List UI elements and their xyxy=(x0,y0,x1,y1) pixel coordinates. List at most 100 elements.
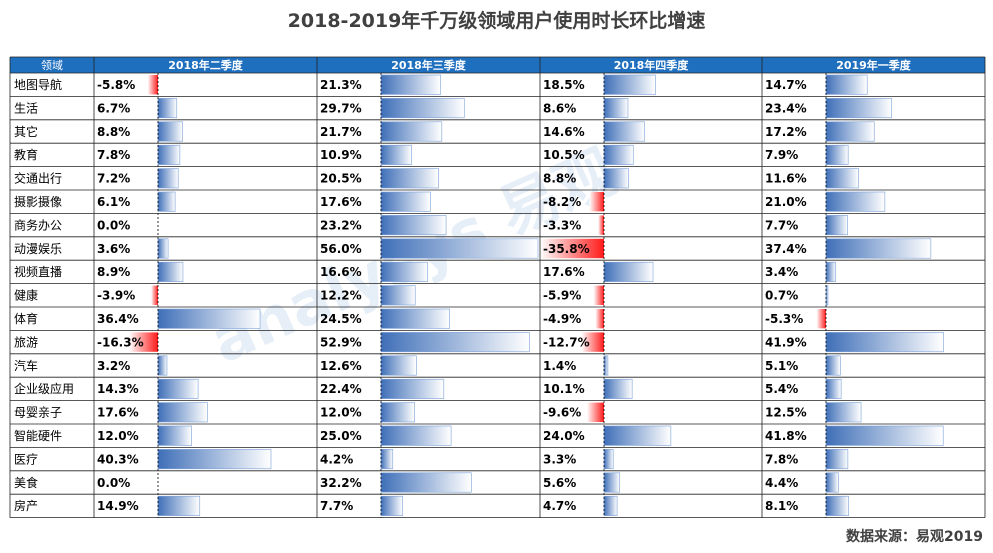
bar-positive xyxy=(157,495,201,516)
bar-negative xyxy=(151,285,158,305)
value-label: -5.8% xyxy=(97,78,135,92)
bar-positive xyxy=(825,191,886,212)
value-label: 17.6% xyxy=(320,195,362,209)
value-label: 14.9% xyxy=(97,499,139,513)
value-label: 41.8% xyxy=(765,429,807,443)
bar-positive xyxy=(825,495,850,516)
bar-positive xyxy=(380,261,428,282)
value-label: 10.5% xyxy=(543,148,585,162)
row-label: 体育 xyxy=(14,311,38,326)
bar-positive xyxy=(157,238,169,259)
bar-positive xyxy=(380,121,443,142)
value-label: -35.8% xyxy=(543,242,590,256)
row-label: 医疗 xyxy=(14,452,38,466)
value-label: 12.6% xyxy=(320,359,362,373)
source-note: 数据来源：易观2019 xyxy=(846,529,983,545)
bar-positive xyxy=(603,261,654,282)
bar-negative xyxy=(540,238,604,259)
row-label: 健康 xyxy=(14,288,38,303)
value-label: 23.2% xyxy=(320,218,362,232)
bar-positive xyxy=(380,285,416,306)
value-label: 37.4% xyxy=(765,242,807,256)
row-label: 母婴亲子 xyxy=(14,406,62,420)
value-label: 4.2% xyxy=(320,452,353,466)
value-label: 24.0% xyxy=(543,429,585,443)
bar-positive xyxy=(825,215,848,236)
value-label: 40.3% xyxy=(97,452,139,466)
table-header-bg xyxy=(10,57,985,73)
row-label: 房产 xyxy=(14,498,38,513)
bar-negative xyxy=(586,402,604,422)
bar-negative xyxy=(129,332,158,352)
bar-positive xyxy=(157,191,176,212)
bar-positive xyxy=(380,98,465,119)
value-label: 20.5% xyxy=(320,172,362,186)
row-label: 企业级应用 xyxy=(14,381,74,396)
value-label: 25.0% xyxy=(320,429,362,443)
value-label: 18.5% xyxy=(543,78,585,92)
row-label: 智能硬件 xyxy=(14,428,62,443)
value-label: 8.1% xyxy=(765,499,798,513)
value-label: 10.9% xyxy=(320,148,362,162)
row-label: 旅游 xyxy=(14,335,38,349)
row-label: 交通出行 xyxy=(14,171,62,186)
value-label: 12.0% xyxy=(97,429,139,443)
row-label: 美食 xyxy=(14,475,38,490)
value-label: 17.6% xyxy=(97,406,139,420)
row-label: 生活 xyxy=(14,101,38,115)
bar-positive xyxy=(157,402,208,423)
value-label: 8.6% xyxy=(543,101,576,115)
row-label: 商务办公 xyxy=(14,217,62,232)
bar-positive xyxy=(603,144,634,165)
bar-positive xyxy=(825,168,859,189)
bar-negative xyxy=(595,309,604,329)
value-label: 7.8% xyxy=(765,452,798,466)
bar-positive xyxy=(825,449,849,470)
bar-positive xyxy=(380,472,472,493)
bar-positive xyxy=(825,425,944,446)
value-label: 23.4% xyxy=(765,101,807,115)
value-label: 52.9% xyxy=(320,335,362,349)
bar-positive xyxy=(380,215,447,236)
value-label: -4.9% xyxy=(543,312,581,326)
bar-negative xyxy=(816,309,826,329)
value-label: -5.9% xyxy=(543,289,581,303)
value-label: 5.4% xyxy=(765,382,798,396)
value-label: 12.2% xyxy=(320,289,362,303)
value-label: 10.1% xyxy=(543,382,585,396)
value-label: -3.9% xyxy=(97,289,135,303)
value-label: 17.2% xyxy=(765,125,807,139)
value-label: 1.4% xyxy=(543,359,576,373)
column-header: 2018年四季度 xyxy=(614,58,690,72)
bar-positive xyxy=(825,144,849,165)
bar-positive xyxy=(603,495,618,516)
bar-positive xyxy=(157,378,199,399)
row-label: 汽车 xyxy=(14,358,38,373)
bar-positive xyxy=(380,308,450,329)
value-label: 21.3% xyxy=(320,78,362,92)
value-label: 36.4% xyxy=(97,312,139,326)
bar-positive xyxy=(380,144,412,165)
value-label: 14.7% xyxy=(765,78,807,92)
row-label: 地图导航 xyxy=(14,77,62,92)
header-row-label: 领域 xyxy=(41,59,63,72)
value-label: -9.6% xyxy=(543,406,581,420)
column-header: 2018年二季度 xyxy=(168,58,244,72)
bar-positive xyxy=(380,402,415,423)
value-label: 11.6% xyxy=(765,172,807,186)
value-label: 8.8% xyxy=(97,125,130,139)
bar-positive xyxy=(157,144,181,165)
value-label: 17.6% xyxy=(543,265,585,279)
bar-positive xyxy=(603,121,645,142)
value-label: 32.2% xyxy=(320,476,362,490)
value-label: 24.5% xyxy=(320,312,362,326)
value-label: 7.7% xyxy=(320,499,353,513)
bar-positive xyxy=(603,355,609,376)
column-header: 2018年三季度 xyxy=(391,58,467,72)
row-label: 视频直播 xyxy=(14,264,62,279)
value-label: 56.0% xyxy=(320,242,362,256)
row-label: 其它 xyxy=(14,124,38,139)
value-label: 5.6% xyxy=(543,476,576,490)
bar-positive xyxy=(603,168,629,189)
row-label: 教育 xyxy=(14,147,38,162)
